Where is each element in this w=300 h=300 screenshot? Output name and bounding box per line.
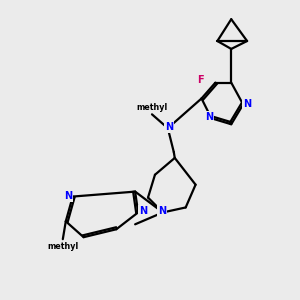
Text: N: N bbox=[64, 190, 72, 201]
Text: N: N bbox=[206, 112, 214, 122]
Text: methyl: methyl bbox=[136, 103, 168, 112]
Text: N: N bbox=[139, 206, 147, 216]
Text: methyl: methyl bbox=[47, 242, 78, 251]
Text: F: F bbox=[197, 75, 204, 85]
Text: N: N bbox=[165, 122, 173, 132]
Text: N: N bbox=[158, 206, 166, 216]
Text: N: N bbox=[243, 99, 251, 110]
